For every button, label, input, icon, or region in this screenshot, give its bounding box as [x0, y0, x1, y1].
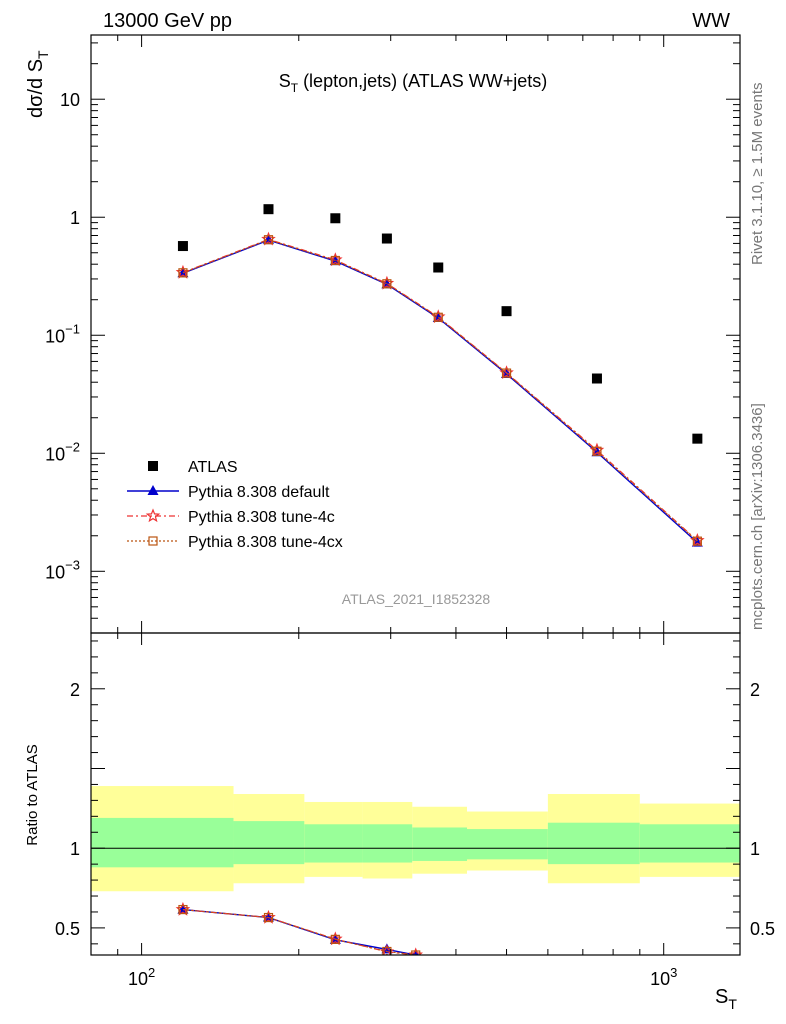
y-tick-label: 1 — [70, 208, 80, 228]
plot-title: ST (lepton,jets) (ATLAS WW+jets) — [279, 71, 548, 95]
y-tick-label: 10−3 — [45, 557, 80, 582]
ratio-y-tick-label-left: 0.5 — [55, 919, 80, 939]
data-point-3 — [692, 536, 702, 546]
data-point-atlas — [330, 213, 341, 224]
data-point-3 — [263, 235, 274, 245]
data-point-3 — [592, 446, 602, 456]
axes: 102 103 10 1 10−1 10−2 10−3 2 2 1 1 0.5 0.5 — [45, 34, 775, 989]
rivet-label: Rivet 3.1.10, ≥ 1.5M events — [749, 83, 766, 266]
ratio-point-2 — [411, 950, 421, 955]
mcplots-label: mcplots.cern.ch [arXiv:1306.3436] — [749, 403, 766, 630]
legend-marker — [147, 485, 159, 495]
main-y-label: dσ/d ST — [25, 50, 51, 118]
x-tick-label: 102 — [128, 965, 155, 989]
analysis-watermark: ATLAS_2021_I1852328 — [342, 591, 491, 607]
data-point-atlas — [433, 262, 444, 273]
data-point-atlas — [177, 241, 188, 252]
series-line-2 — [182, 238, 698, 542]
legend: ATLAS Pythia 8.308 default Pythia 8.308 tu… — [127, 459, 343, 551]
ratio-y-tick-label-left: 1 — [70, 839, 80, 859]
data-point-atlas — [501, 306, 512, 317]
band-inner — [412, 827, 468, 861]
band-inner — [304, 824, 363, 863]
data-point-3 — [501, 368, 512, 378]
ratio-frame — [90, 632, 741, 956]
legend-label: ATLAS — [188, 459, 238, 476]
main-plot — [175, 204, 705, 547]
data-point-3 — [178, 268, 188, 278]
x-tick-label: 103 — [650, 965, 677, 989]
ratio-point-2 — [178, 904, 188, 915]
data-point-atlas — [381, 233, 392, 244]
y-tick-label: 10−2 — [45, 439, 80, 464]
series-line-3 — [182, 239, 698, 542]
ratio-point-2 — [330, 934, 340, 944]
band-inner — [639, 824, 740, 863]
legend-label: Pythia 8.308 tune-4cx — [188, 534, 343, 551]
data-point-atlas — [692, 433, 703, 444]
header-left: 13000 GeV pp — [103, 10, 232, 32]
ratio-y-tick-label-right: 2 — [750, 680, 760, 700]
band-inner — [547, 822, 640, 865]
legend-marker-atlas — [148, 461, 158, 471]
legend-marker — [148, 536, 158, 546]
ratio-y-tick-label-right: 0.5 — [750, 919, 775, 939]
ratio-y-label: Ratio to ATLAS — [24, 744, 41, 845]
legend-marker — [145, 508, 161, 523]
ratio-line-0 — [182, 908, 416, 955]
ratio-y-tick-label-left: 2 — [70, 680, 80, 700]
band-inner — [233, 821, 305, 865]
y-tick-label: 10 — [60, 90, 80, 110]
ratio-uncertainty-bands — [91, 786, 740, 892]
ratio-point-2 — [263, 912, 274, 923]
legend-label: Pythia 8.308 default — [188, 484, 330, 501]
data-point-atlas — [263, 204, 274, 215]
data-point-3 — [330, 255, 340, 266]
band-inner — [91, 817, 234, 868]
data-point-3 — [433, 312, 443, 322]
ratio-y-tick-label-right: 1 — [750, 839, 760, 859]
legend-label: Pythia 8.308 tune-4c — [188, 509, 335, 526]
band-inner — [467, 829, 548, 860]
x-axis-label: ST — [715, 986, 737, 1012]
data-point-3 — [382, 279, 392, 289]
data-point-atlas — [591, 373, 602, 384]
y-tick-label: 10−1 — [45, 321, 80, 346]
ratio-line-2 — [182, 908, 416, 955]
ratio-plot — [175, 901, 423, 955]
header-right: WW — [692, 10, 730, 32]
band-inner — [362, 824, 413, 863]
